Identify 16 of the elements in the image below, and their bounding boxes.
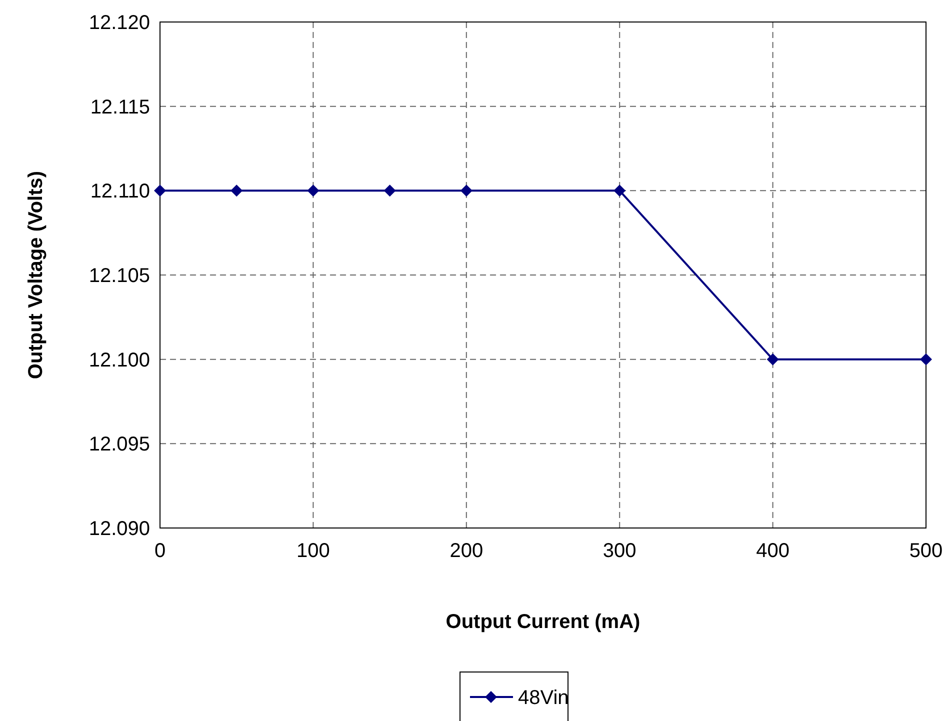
- y-tick-label: 12.115: [90, 96, 150, 118]
- x-tick-label: 0: [154, 540, 166, 562]
- y-tick-label: 12.100: [88, 349, 150, 372]
- y-tick-label: 12.120: [88, 12, 150, 34]
- y-tick-label: 12.095: [88, 434, 150, 456]
- legend-label: 48Vin: [518, 687, 569, 709]
- y-tick-label: 12.090: [88, 518, 150, 540]
- x-tick-label: 400: [756, 540, 790, 562]
- x-tick-label: 500: [909, 540, 943, 562]
- x-tick-label: 200: [450, 540, 484, 562]
- x-tick-label: 100: [296, 540, 330, 562]
- x-axis-title: Output Current (mA): [446, 611, 640, 633]
- y-tick-label: 12.105: [88, 265, 150, 287]
- y-tick-label: 12.110: [90, 180, 150, 203]
- y-axis-title: Output Voltage (Volts): [25, 170, 47, 380]
- x-tick-label: 300: [602, 540, 636, 562]
